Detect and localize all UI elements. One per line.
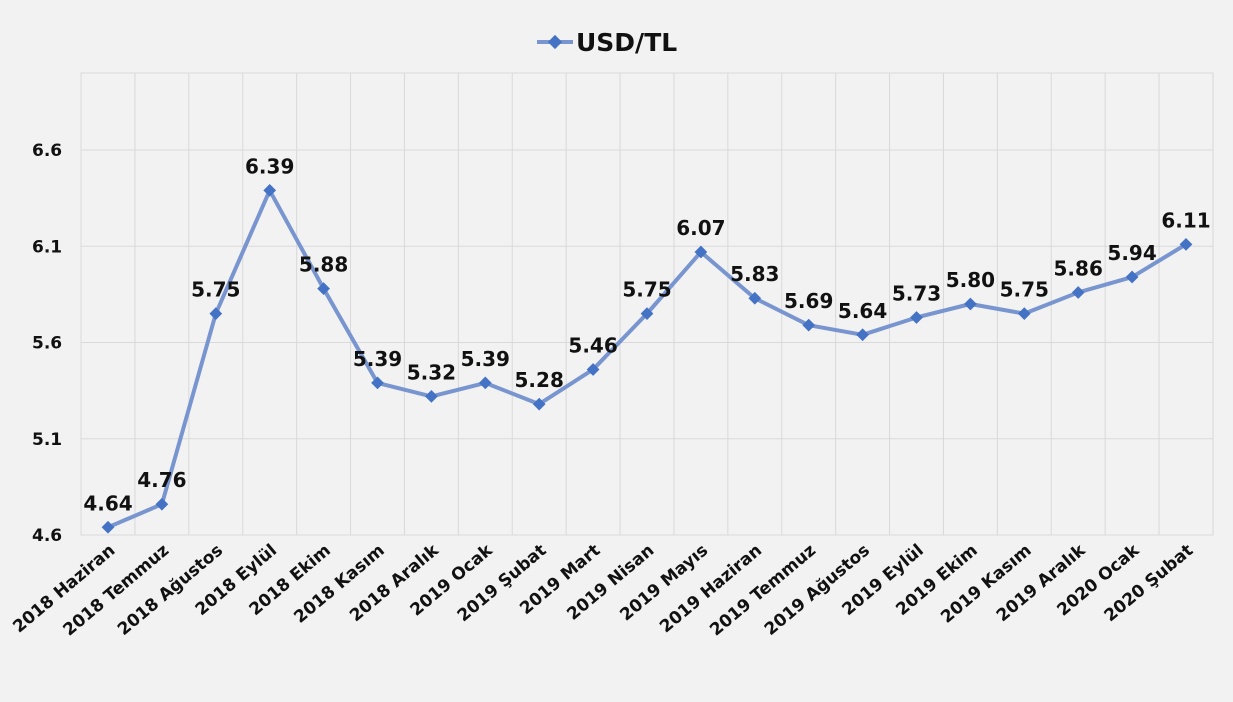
data-point-marker — [478, 376, 492, 390]
plot-area — [80, 72, 1214, 536]
data-label: 5.80 — [946, 268, 995, 292]
data-label: 5.32 — [407, 360, 456, 384]
y-tick-label: 6.6 — [32, 141, 62, 161]
data-point-marker — [425, 390, 438, 403]
data-label: 5.75 — [191, 278, 240, 302]
data-label: 5.64 — [838, 299, 887, 323]
data-label: 5.39 — [461, 347, 510, 371]
data-label: 5.46 — [568, 333, 617, 357]
data-label: 6.39 — [245, 154, 294, 178]
data-label: 4.76 — [137, 468, 186, 492]
data-point-marker — [155, 497, 169, 511]
data-label: 5.83 — [730, 262, 779, 286]
data-label: 5.73 — [892, 281, 941, 305]
gridlines — [81, 73, 1214, 536]
data-point-marker — [1017, 307, 1031, 320]
data-label: 5.86 — [1054, 256, 1103, 280]
legend-marker-swatch — [547, 34, 563, 50]
data-label: 4.64 — [83, 491, 132, 515]
y-tick-label: 6.1 — [32, 237, 62, 257]
y-tick-label: 5.1 — [32, 430, 62, 450]
legend-series-name: USD/TL — [576, 28, 677, 57]
data-label: 6.11 — [1161, 208, 1210, 232]
data-point-marker — [317, 282, 330, 295]
legend: USD/TL — [537, 28, 677, 57]
y-tick-label: 4.6 — [32, 526, 62, 546]
data-label: 5.39 — [353, 347, 402, 371]
data-labels: 4.644.765.756.395.885.395.325.395.285.46… — [83, 154, 1210, 515]
data-point-marker — [209, 307, 223, 320]
y-axis-tick-labels: 4.6 5.1 5.6 6.1 6.6 — [32, 141, 62, 546]
data-point-marker — [371, 376, 384, 390]
data-label: 5.94 — [1107, 241, 1156, 265]
y-tick-label: 5.6 — [32, 334, 62, 354]
data-label: 5.88 — [299, 253, 348, 277]
data-point-marker — [263, 184, 277, 197]
series-usd-tl — [101, 184, 1193, 534]
data-label: 5.75 — [1000, 278, 1049, 302]
data-label: 5.75 — [622, 278, 671, 302]
data-label: 5.69 — [784, 289, 833, 313]
data-label: 5.28 — [515, 368, 564, 392]
data-label: 6.07 — [676, 216, 725, 240]
